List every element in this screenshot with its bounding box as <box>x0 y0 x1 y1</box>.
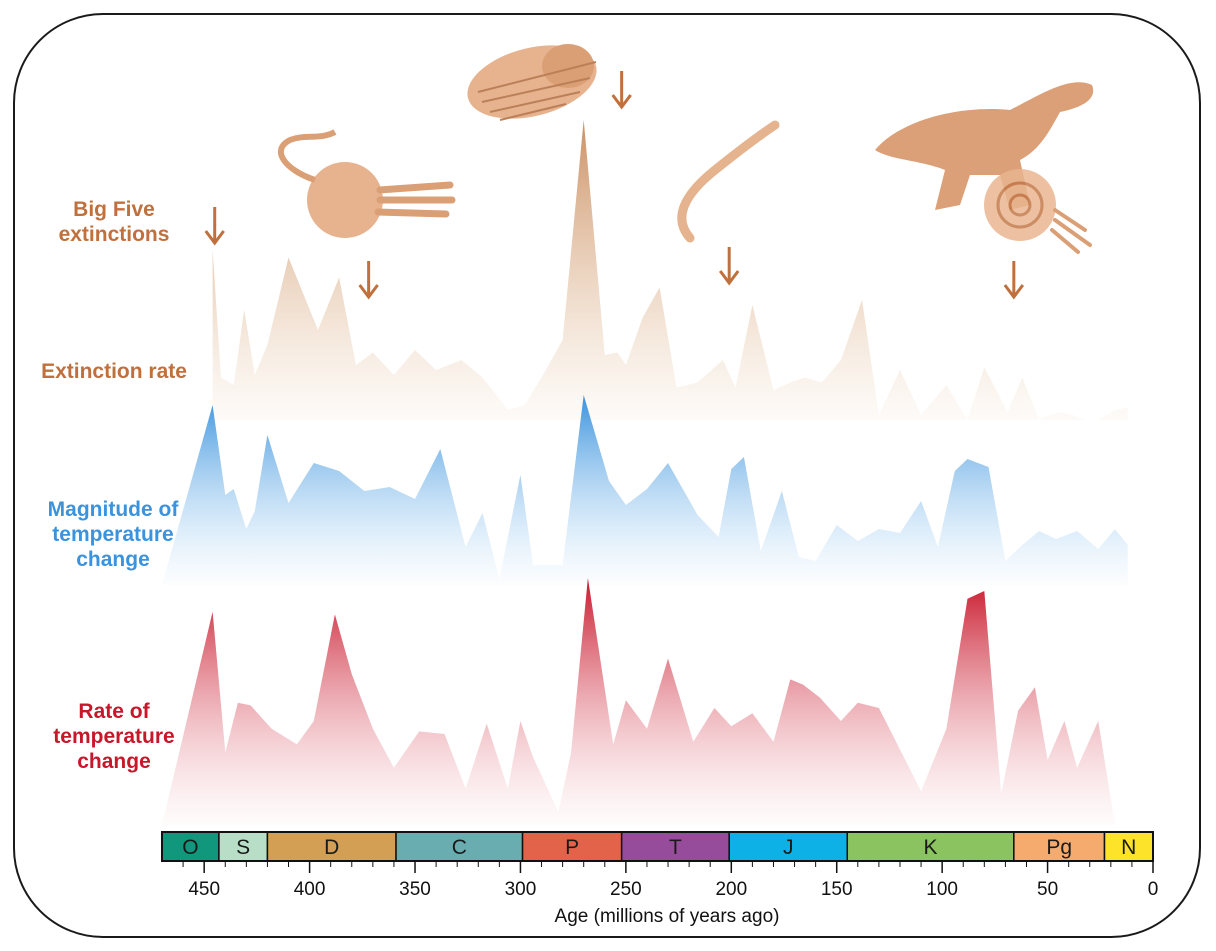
period-label-S: S <box>236 836 250 859</box>
big-five-arrows <box>204 71 1025 300</box>
period-label-O: O <box>182 836 198 859</box>
period-K <box>846 831 1015 862</box>
extinction-arrow <box>204 207 225 246</box>
x-tick-label: 300 <box>505 879 537 900</box>
magnitude-label-line2: temperature <box>52 523 173 546</box>
big-five-label-line1: Big Five <box>73 198 155 221</box>
temperature-magnitude-area <box>162 395 1128 585</box>
big-five-label-line2: extinctions <box>59 223 170 246</box>
period-C <box>395 831 524 862</box>
conodont-illustration <box>677 120 780 243</box>
geologic-timescale: O S D C P T J K Pg N <box>161 831 1154 862</box>
rate-label-line3: change <box>77 750 151 773</box>
period-label-P: P <box>565 836 579 859</box>
x-tick-label: 50 <box>1037 879 1058 900</box>
period-label-K: K <box>924 836 938 859</box>
x-tick-label: 0 <box>1148 879 1159 900</box>
period-label-D: D <box>324 836 339 859</box>
x-tick-label: 450 <box>188 879 220 900</box>
period-label-C: C <box>452 836 467 859</box>
x-tick-label: 150 <box>821 879 853 900</box>
extinction-arrow <box>611 71 632 110</box>
x-tick-label: 350 <box>399 879 431 900</box>
trilobite-illustration <box>467 44 597 121</box>
x-tick-label: 250 <box>610 879 642 900</box>
extinction-arrow <box>1003 261 1025 300</box>
extinction-arrow <box>358 261 379 300</box>
period-label-N: N <box>1121 836 1136 859</box>
period-Pg <box>1013 831 1106 862</box>
figure-frame <box>13 13 1201 938</box>
period-P <box>521 831 623 862</box>
temperature-rate-area <box>162 578 1128 825</box>
period-label-T: T <box>669 836 682 859</box>
timescale-border <box>161 831 1154 862</box>
extinction-arrow <box>718 247 740 286</box>
rate-label-line2: temperature <box>53 725 174 748</box>
magnitude-label-line1: Magnitude of <box>48 498 180 521</box>
rate-label-line1: Rate of <box>78 700 150 723</box>
ammonite-illustration <box>984 169 1092 254</box>
x-axis-title: Age (millions of years ago) <box>555 906 780 927</box>
extinction-rate-label: Extinction rate <box>41 360 187 383</box>
extinction-rate-area <box>212 120 1128 420</box>
x-axis: 450 400 350 300 250 200 150 100 50 0 <box>182 861 1159 900</box>
x-tick-label: 200 <box>715 879 747 900</box>
dinosaur-illustration <box>875 82 1094 210</box>
period-label-J: J <box>783 836 794 859</box>
x-tick-label: 100 <box>926 879 958 900</box>
crinoid-illustration <box>277 129 456 238</box>
magnitude-label-line3: change <box>76 548 150 571</box>
period-label-Pg: Pg <box>1046 836 1072 859</box>
x-tick-label: 400 <box>294 879 326 900</box>
